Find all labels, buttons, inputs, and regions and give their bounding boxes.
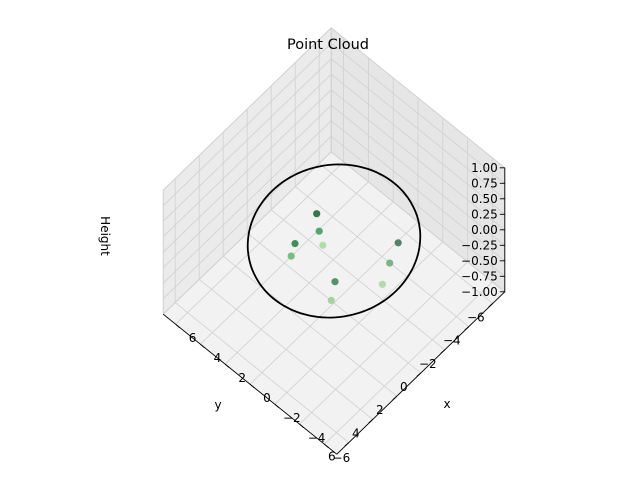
tick-marks: −6−4−20246−6−4−202461.000.750.500.250.00… (175, 161, 505, 465)
data-point (313, 210, 321, 218)
reference-circle-layer (246, 163, 422, 319)
y-tick-mark (392, 395, 398, 401)
z-axis-title: Height (98, 216, 112, 256)
y-tick-label: 0 (400, 380, 408, 394)
z-tick-label: 0.50 (471, 192, 498, 206)
grid-line-z-right (162, 58, 332, 222)
grid-line-y-floor (270, 209, 446, 351)
z-tick-label: −0.25 (461, 238, 498, 252)
grid-line-z-left (330, 27, 506, 169)
y-tick-label: 4 (352, 426, 360, 440)
grid-line-z-right (162, 151, 332, 315)
grid-line-z-left (330, 58, 506, 200)
y-tick-mark (416, 372, 422, 377)
grid-line-z-left (330, 135, 506, 277)
grid-line-y-floor (318, 163, 494, 304)
x-axis-title: x (443, 397, 450, 411)
x-tick-label: 2 (238, 371, 246, 385)
data-points (287, 210, 402, 304)
data-point (327, 296, 335, 304)
x-tick-mark (249, 383, 255, 389)
z-tick-label: 1.00 (471, 161, 498, 175)
x-tick-label: 6 (189, 331, 197, 345)
data-point (386, 259, 394, 267)
z-tick-label: 0.75 (471, 176, 498, 190)
x-tick-mark (224, 363, 230, 369)
x-tick-mark (299, 423, 304, 429)
grid-line-z-right (162, 27, 332, 191)
grid-line-y-floor (246, 232, 422, 374)
grid-line-z-right (162, 105, 332, 268)
x-tick-label: 4 (214, 351, 222, 365)
grid-line-z-left (330, 89, 506, 231)
grid-line-z-right (162, 74, 332, 237)
grid-line-z-left (330, 42, 506, 184)
y-tick-label: −4 (443, 334, 461, 348)
z-tick-label: −0.50 (461, 254, 498, 268)
y-tick-label: 2 (376, 403, 384, 417)
grid-line-z-right (162, 89, 332, 253)
reference-circle (246, 163, 422, 319)
grid-line-z-right (162, 136, 332, 299)
y-tick-mark (464, 326, 470, 331)
grid-line-z-right (162, 43, 332, 206)
grid-line-y-floor (222, 255, 398, 397)
grid-line-y-floor (174, 302, 350, 443)
data-point (394, 239, 402, 247)
y-tick-label: −6 (467, 310, 485, 324)
grid-line-z-left (330, 73, 506, 215)
grid-line-z-right (162, 120, 332, 284)
grid-line-y-floor (198, 279, 374, 420)
data-point (331, 278, 339, 286)
grid-line-y-floor (294, 186, 470, 327)
data-point (378, 280, 386, 288)
x-tick-label: −4 (308, 431, 326, 445)
y-tick-label: −2 (419, 357, 437, 371)
y-tick-label: 6 (328, 450, 336, 464)
y-tick-mark (488, 303, 494, 308)
y-tick-mark (440, 349, 446, 354)
z-tick-label: 0.00 (471, 223, 498, 237)
chart-title: Point Cloud (287, 37, 369, 53)
x-tick-label: 0 (263, 391, 271, 405)
z-tick-label: 0.25 (471, 207, 498, 221)
data-point (319, 241, 327, 249)
z-tick-label: −0.75 (461, 269, 498, 283)
y-axis-title: y (214, 398, 221, 412)
y-tick-mark (368, 419, 374, 424)
grid-line-z-left (330, 120, 506, 262)
data-point (291, 240, 299, 248)
data-point (287, 252, 295, 260)
grid-line-z-left (330, 104, 506, 246)
x-tick-mark (175, 323, 180, 329)
data-point (315, 227, 323, 235)
x-tick-mark (274, 403, 280, 409)
x-tick-mark (324, 443, 329, 449)
x-tick-label: −6 (333, 451, 351, 465)
x-tick-mark (200, 343, 205, 349)
y-tick-mark (344, 442, 350, 447)
z-tick-label: −1.00 (461, 285, 498, 299)
x-tick-label: −2 (283, 411, 301, 425)
